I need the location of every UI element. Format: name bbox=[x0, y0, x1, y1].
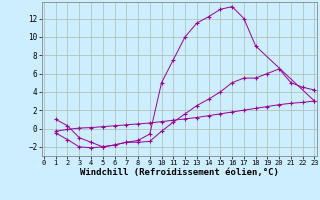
X-axis label: Windchill (Refroidissement éolien,°C): Windchill (Refroidissement éolien,°C) bbox=[80, 168, 279, 177]
